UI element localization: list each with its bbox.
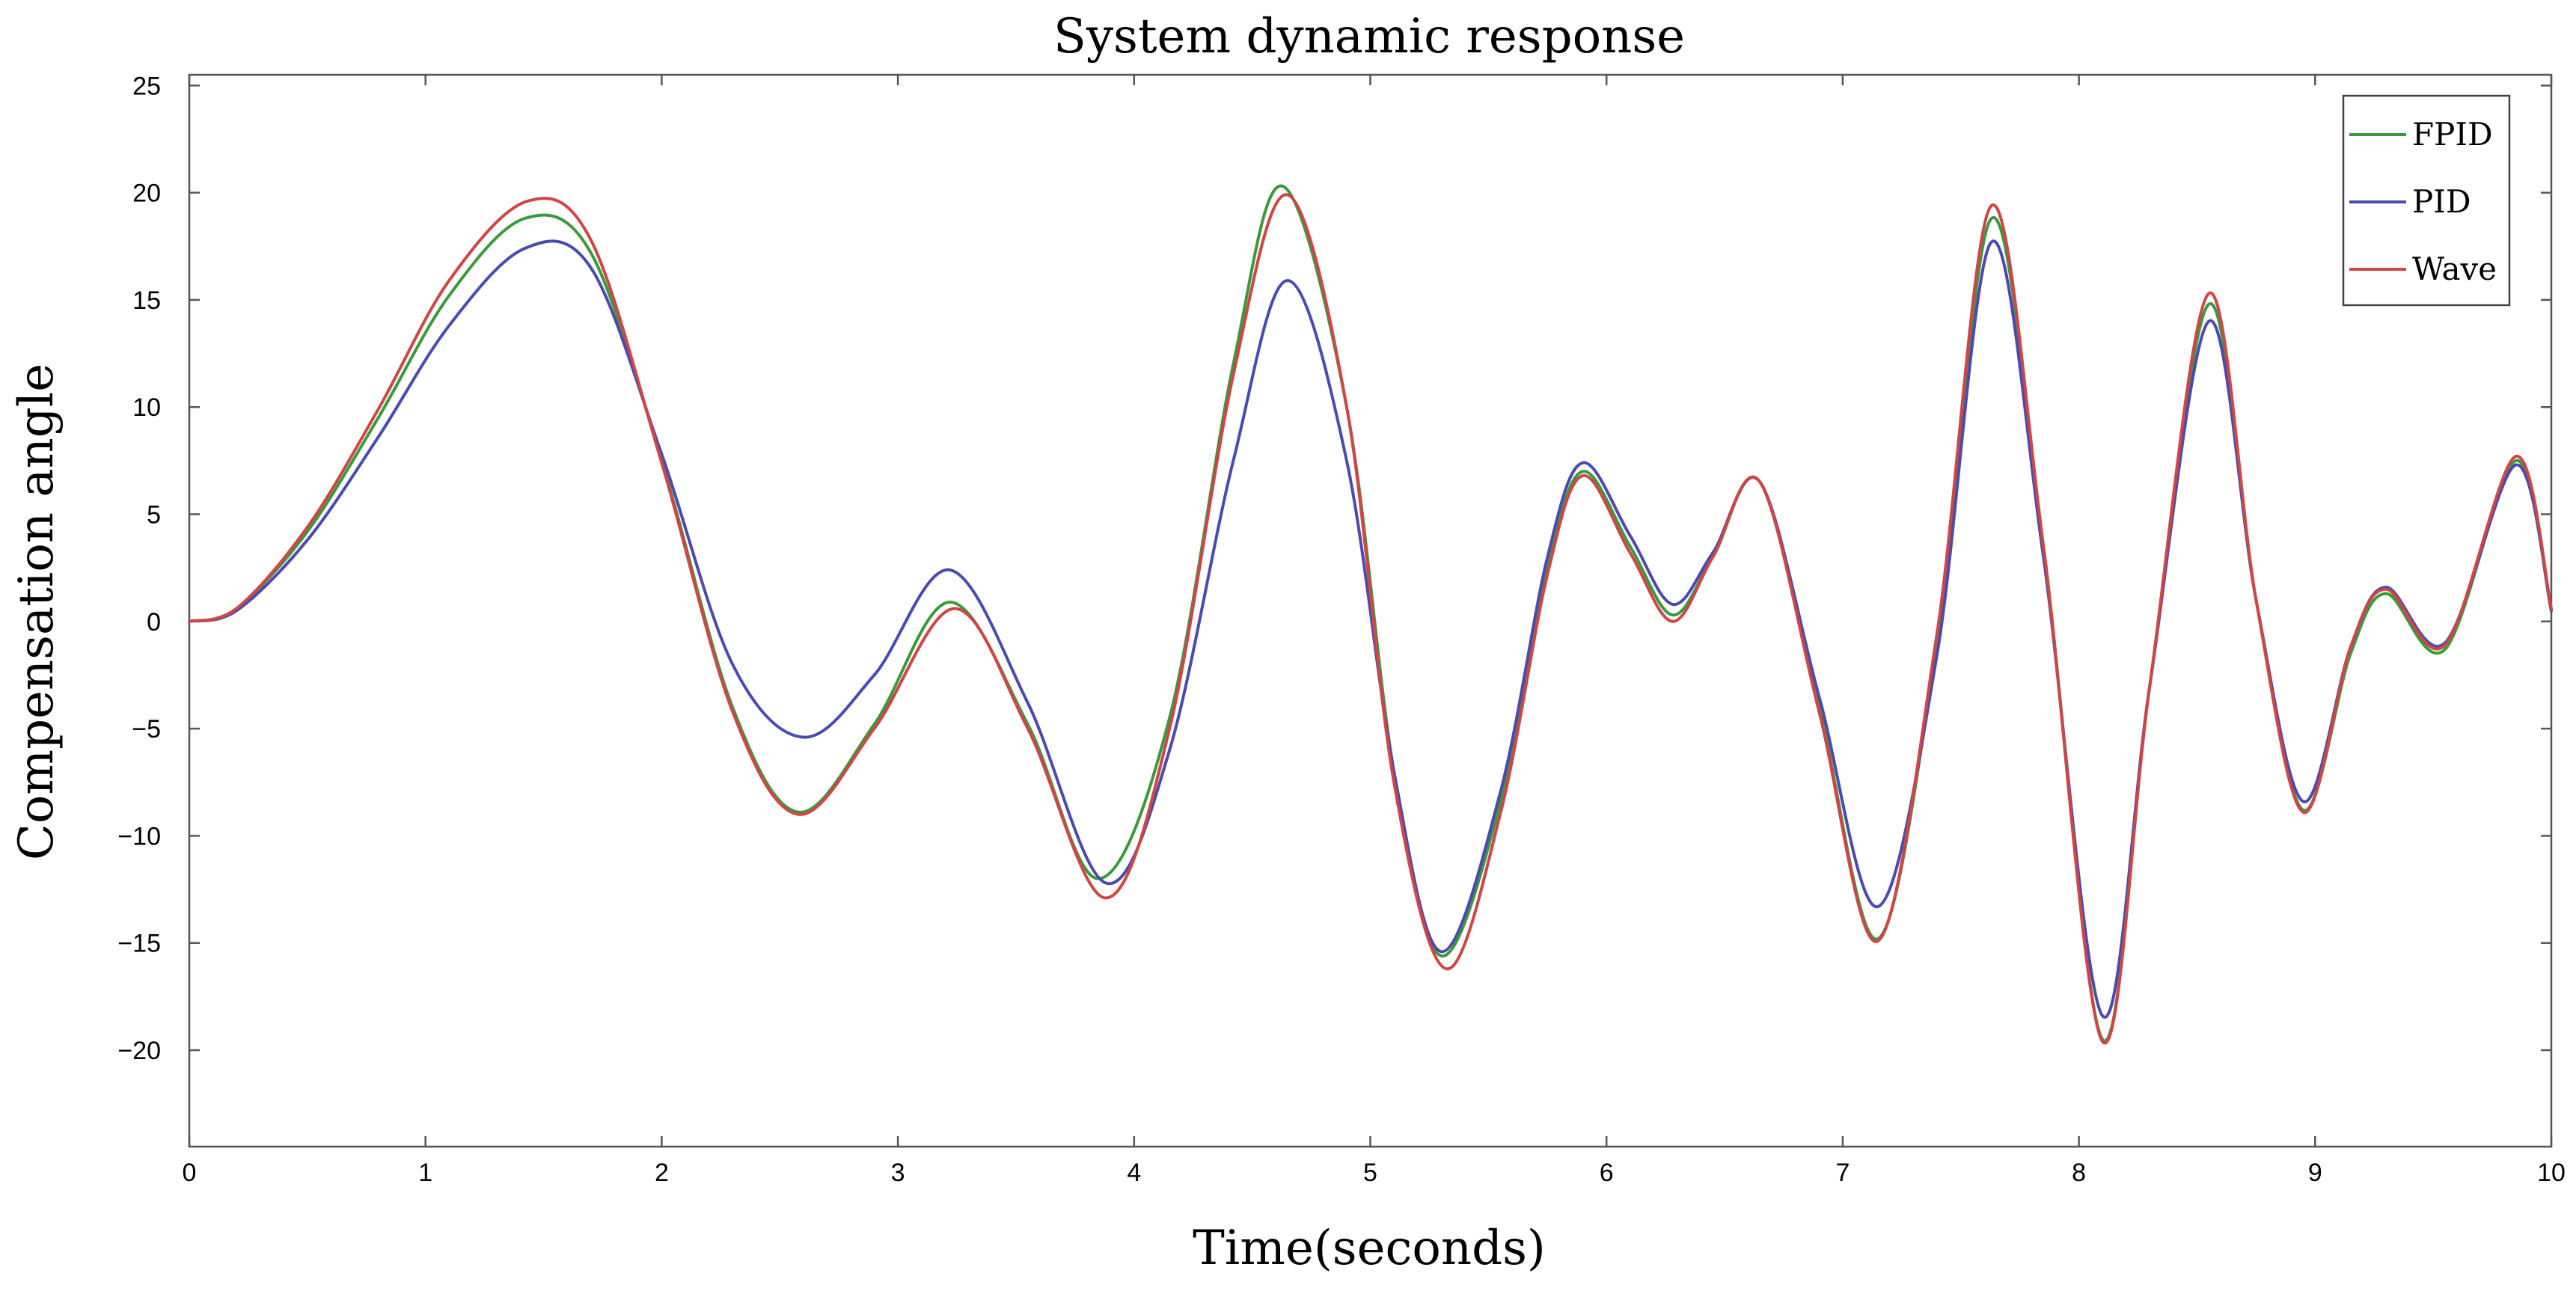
series-line-fpid — [188, 184, 2553, 1043]
x-tick-label: 2 — [655, 1159, 669, 1187]
x-tick-label: 9 — [2308, 1159, 2322, 1187]
y-tick-label: −10 — [117, 822, 161, 850]
x-tick-label: 1 — [418, 1159, 432, 1187]
x-axis: 0 1 2 3 4 5 6 7 8 9 10 — [183, 75, 2566, 1187]
series-lines — [188, 184, 2553, 1045]
y-tick-label: 5 — [147, 501, 161, 530]
legend-label-pid: PID — [2412, 183, 2471, 220]
x-tick-label: 7 — [1835, 1159, 1850, 1187]
y-tick-label: −20 — [117, 1037, 161, 1065]
x-tick-label: 0 — [183, 1159, 197, 1187]
legend-label-fpid: FPID — [2412, 116, 2493, 153]
y-tick-label: 10 — [132, 393, 161, 422]
y-tick-label: 25 — [132, 72, 161, 100]
series-line-wave — [188, 193, 2553, 1045]
y-axis-label: Compensation angle — [9, 364, 64, 860]
x-axis-label: Time(seconds) — [1193, 1221, 1546, 1276]
legend: FPID PID Wave — [2342, 94, 2511, 307]
x-tick-label: 6 — [1600, 1159, 1614, 1187]
legend-label-wave: Wave — [2412, 251, 2497, 287]
series-line-pid — [188, 239, 2553, 1019]
y-tick-label: 15 — [132, 286, 161, 315]
x-tick-label: 3 — [891, 1159, 905, 1187]
y-tick-label: 20 — [132, 180, 161, 208]
y-tick-label: −5 — [132, 715, 161, 743]
x-tick-label: 4 — [1127, 1159, 1141, 1187]
y-tick-label: −15 — [117, 930, 161, 958]
y-tick-label: 0 — [147, 608, 161, 637]
y-axis: 25 20 15 10 5 0 −5 −10 −15 −20 — [117, 72, 2551, 1065]
x-tick-label: 10 — [2537, 1159, 2566, 1187]
x-tick-label: 8 — [2072, 1159, 2086, 1187]
chart-title: System dynamic response — [1053, 9, 1685, 64]
x-tick-label: 5 — [1363, 1159, 1377, 1187]
